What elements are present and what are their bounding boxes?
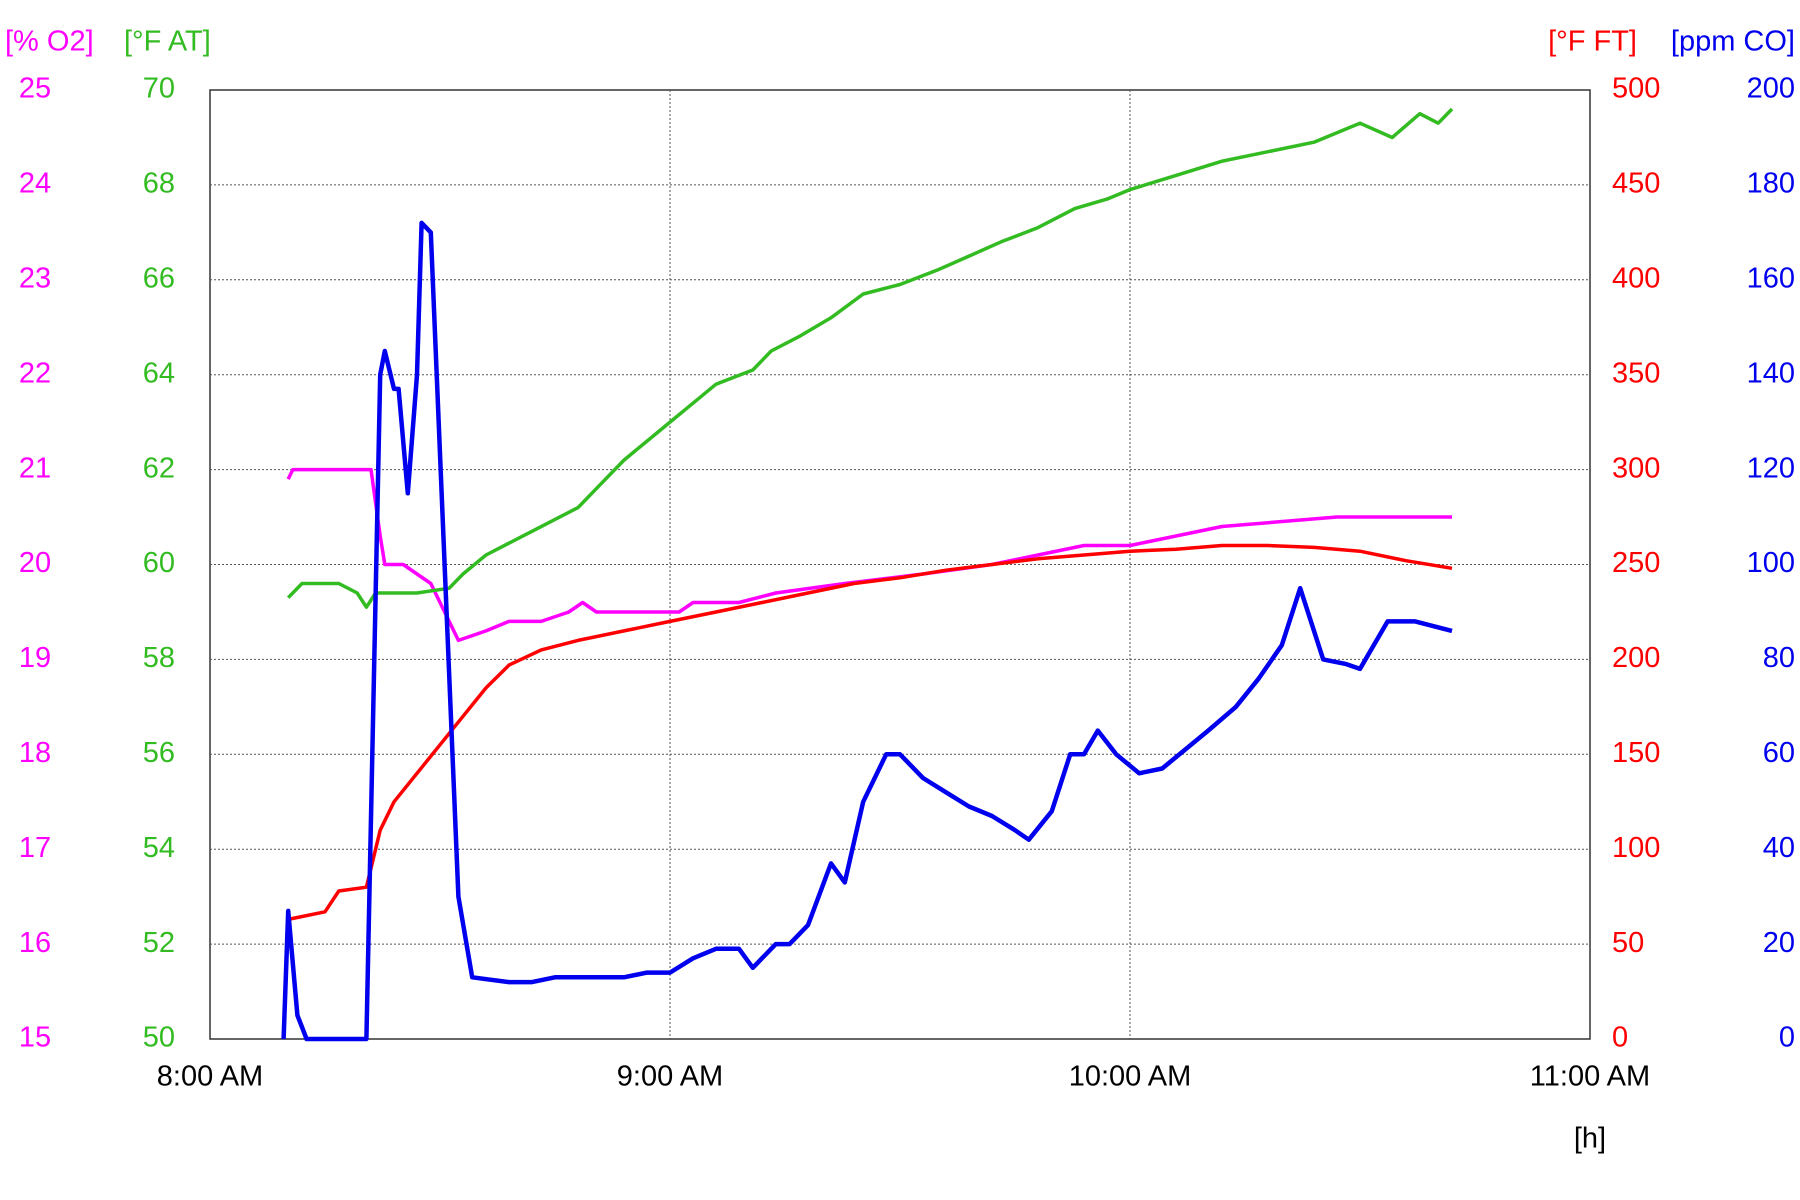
y-tick-label: 0 (1779, 1022, 1795, 1054)
y-axis-label: [°F AT] (124, 26, 211, 58)
y-tick-label: 200 (1612, 642, 1660, 674)
y-tick-label: 60 (1763, 737, 1795, 769)
y-tick-label: 350 (1612, 357, 1660, 389)
y-tick-label: 120 (1747, 452, 1795, 484)
y-tick-label: 180 (1747, 168, 1795, 200)
y-tick-label: 100 (1612, 832, 1660, 864)
y-tick-label: 250 (1612, 547, 1660, 579)
x-tick-label: 11:00 AM (1530, 1061, 1650, 1093)
x-tick-label: 8:00 AM (157, 1061, 263, 1093)
y-tick-label: 50 (143, 1022, 175, 1054)
y-tick-label: 15 (19, 1022, 51, 1054)
y-tick-label: 40 (1763, 832, 1795, 864)
y-tick-label: 70 (143, 73, 175, 105)
y-tick-label: 52 (143, 927, 175, 959)
y-tick-label: 66 (143, 262, 175, 294)
y-tick-label: 0 (1612, 1022, 1628, 1054)
y-tick-label: 200 (1747, 73, 1795, 105)
y-tick-label: 68 (143, 168, 175, 200)
y-tick-label: 21 (19, 452, 51, 484)
y-tick-label: 18 (19, 737, 51, 769)
series-line (287, 543, 1453, 922)
y-tick-label: 24 (19, 168, 51, 200)
y-tick-label: 140 (1747, 357, 1795, 389)
y-tick-label: 160 (1747, 262, 1795, 294)
y-tick-label: 58 (143, 642, 175, 674)
y-tick-label: 50 (1612, 927, 1644, 959)
y-tick-label: 100 (1747, 547, 1795, 579)
y-tick-label: 20 (19, 547, 51, 579)
y-tick-label: 150 (1612, 737, 1660, 769)
y-axis-label: [% O2] (5, 26, 94, 58)
y-tick-label: 62 (143, 452, 175, 484)
y-tick-label: 17 (19, 832, 51, 864)
y-tick-label: 400 (1612, 262, 1660, 294)
y-tick-label: 54 (143, 832, 175, 864)
y-tick-label: 16 (19, 927, 51, 959)
y-tick-label: 22 (19, 357, 51, 389)
y-tick-label: 64 (143, 357, 175, 389)
y-tick-label: 19 (19, 642, 51, 674)
y-tick-label: 450 (1612, 168, 1660, 200)
series-line (281, 220, 1453, 1042)
x-tick-label: 10:00 AM (1069, 1061, 1192, 1093)
y-tick-label: 300 (1612, 452, 1660, 484)
y-axis-label: [°F FT] (1548, 26, 1637, 58)
y-axis-label: [ppm CO] (1671, 26, 1795, 58)
y-tick-label: 60 (143, 547, 175, 579)
y-tick-label: 25 (19, 73, 51, 105)
y-tick-label: 80 (1763, 642, 1795, 674)
y-tick-label: 20 (1763, 927, 1795, 959)
series-line (286, 467, 1452, 643)
x-axis-label: [h] (1574, 1123, 1606, 1155)
x-tick-label: 9:00 AM (617, 1061, 723, 1093)
y-tick-label: 56 (143, 737, 175, 769)
series-line (286, 107, 1454, 609)
y-tick-label: 500 (1612, 73, 1660, 105)
y-tick-label: 23 (19, 262, 51, 294)
